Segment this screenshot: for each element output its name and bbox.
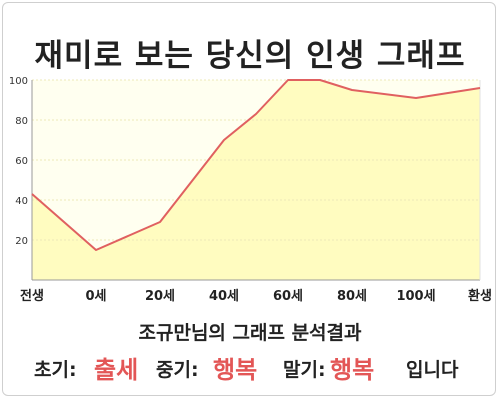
y-tick-label: 100 [9,76,28,87]
mid-value: 행복 [213,356,258,384]
analysis-subtitle: 조규만님의 그래프 분석결과 [138,322,362,344]
x-tick-label: 80세 [337,289,367,304]
mid-label: 중기: [156,359,199,381]
chart-title: 재미로 보는 당신의 인생 그래프 [34,38,466,74]
result-ending: 입니다 [406,359,459,381]
analysis-result: 초기: 출세 중기: 행복 말기: 행복 입니다 [0,346,500,384]
card-frame [2,2,496,396]
x-tick-label: 20세 [145,289,175,304]
early-label: 초기: [34,359,77,381]
x-tick-label: 0세 [85,289,106,304]
series-line [31,79,481,251]
y-tick-label: 40 [15,196,28,207]
y-tick-label: 80 [15,116,28,127]
late-value: 행복 [330,356,375,384]
y-tick-label: 60 [15,156,28,167]
x-tick-label: 40세 [209,289,239,304]
y-tick-label: 20 [15,236,28,247]
late-label: 말기: [283,359,326,381]
x-tick-label: 100세 [396,289,435,304]
early-value: 출세 [94,356,139,384]
x-tick-label: 60세 [273,289,303,304]
x-tick-label: 환생 [468,288,492,304]
x-tick-label: 전생 [20,288,44,304]
